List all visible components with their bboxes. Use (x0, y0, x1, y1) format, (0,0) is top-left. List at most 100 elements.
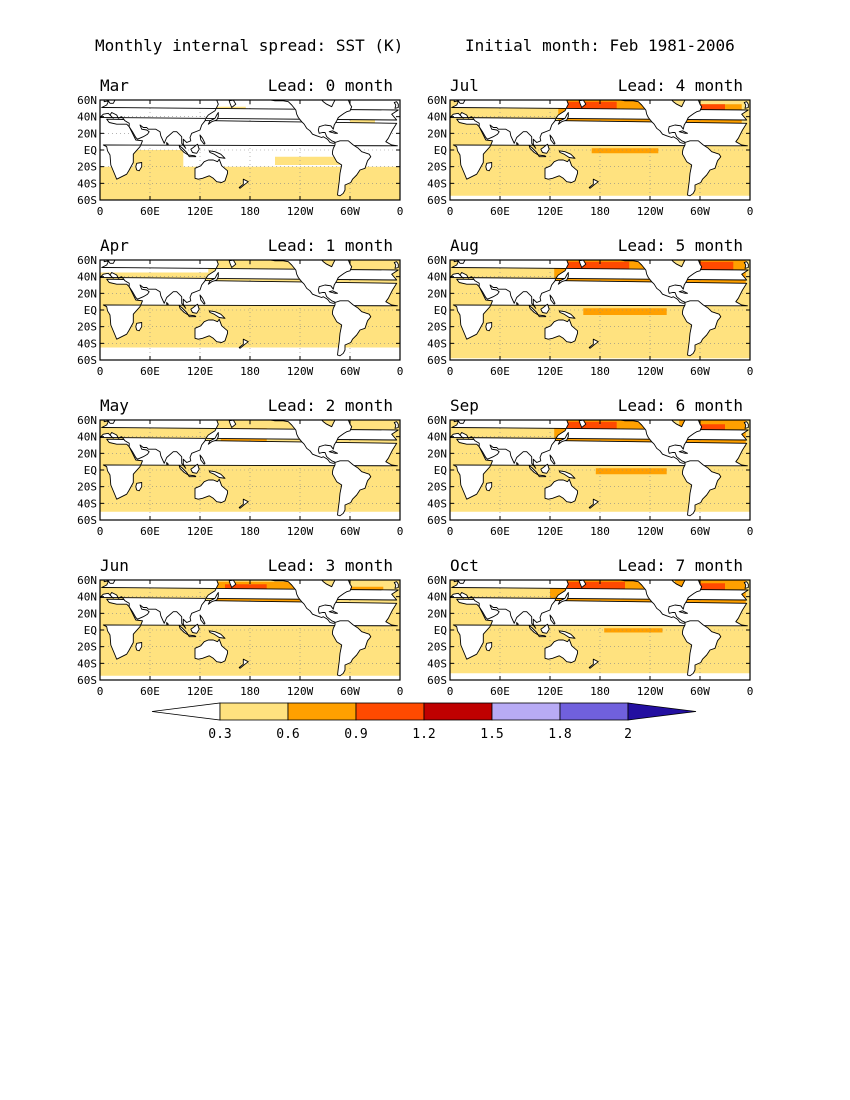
landmass (485, 162, 493, 172)
lat-tick-label: 60S (427, 354, 447, 367)
lon-tick-label: 60E (490, 685, 510, 698)
panel-month: Jun (100, 556, 129, 575)
landmass (187, 474, 197, 478)
lon-tick-label: 60W (690, 365, 710, 378)
lon-tick-label: 60W (340, 365, 360, 378)
landmass (537, 634, 547, 638)
landmass (199, 614, 206, 625)
landmass (557, 112, 569, 125)
lon-tick-label: 120W (637, 205, 664, 218)
landmass (199, 134, 206, 145)
landmass (453, 260, 466, 264)
landmass (103, 420, 116, 424)
lat-tick-label: 40N (427, 591, 447, 604)
lon-tick-label: 0 (747, 525, 754, 538)
lon-tick-label: 0 (747, 685, 754, 698)
lat-tick-label: 40S (77, 657, 97, 670)
colorbar-segment (219, 702, 289, 721)
lon-tick-label: 0 (397, 525, 404, 538)
lat-tick-label: 60N (77, 94, 97, 107)
landmass (588, 498, 599, 509)
shading-region (583, 308, 667, 315)
lon-tick-label: 180 (240, 365, 260, 378)
lat-tick-label: 40S (427, 657, 447, 670)
panel-lead: Lead: 0 month (268, 76, 393, 95)
landmass (135, 482, 143, 492)
lon-tick-label: 60E (140, 365, 160, 378)
landmass (194, 638, 228, 663)
panel-lead: Lead: 2 month (268, 396, 393, 415)
landmass (485, 642, 493, 652)
landmass (166, 462, 169, 466)
lat-tick-label: 20N (427, 607, 447, 620)
landmass (238, 178, 249, 189)
landmass (207, 592, 219, 605)
landmass (166, 142, 169, 146)
lat-tick-label: 60S (77, 674, 97, 687)
landmass (743, 421, 749, 429)
figure-title: Monthly internal spread: SST (K) (95, 36, 403, 55)
landmass (103, 580, 116, 584)
landmass (549, 614, 556, 625)
lon-tick-label: 180 (590, 525, 610, 538)
lon-tick-label: 60E (140, 525, 160, 538)
landmass (453, 420, 466, 424)
landmass (516, 142, 519, 146)
landmass (187, 154, 197, 158)
lat-tick-label: 40S (427, 497, 447, 510)
landmass (743, 101, 749, 109)
landmass (103, 260, 116, 264)
landmass (208, 470, 226, 479)
landmass (199, 454, 206, 465)
landmass (332, 620, 372, 677)
lon-tick-label: 180 (240, 525, 260, 538)
lon-tick-label: 120W (287, 685, 314, 698)
landmass (540, 463, 550, 474)
lat-tick-label: EQ (84, 464, 97, 477)
landmass (393, 581, 399, 589)
landmass (190, 623, 200, 634)
landmass (453, 580, 466, 584)
lat-tick-label: EQ (434, 304, 447, 317)
landmass (332, 140, 372, 197)
landmass (731, 95, 739, 97)
landmass (558, 310, 576, 319)
lon-tick-label: 120W (287, 525, 314, 538)
landmass (194, 318, 228, 343)
lon-tick-label: 0 (397, 685, 404, 698)
lon-tick-label: 0 (97, 205, 104, 218)
lat-tick-label: 20N (427, 127, 447, 140)
panel-lead: Lead: 5 month (618, 236, 743, 255)
lat-tick-label: 20N (77, 127, 97, 140)
landmass (588, 658, 599, 669)
panel-month: Sep (450, 396, 479, 415)
landmass (731, 255, 739, 257)
lat-tick-label: 40S (427, 337, 447, 350)
landmass (678, 610, 688, 614)
lat-tick-label: 20S (77, 481, 97, 494)
lat-tick-label: EQ (434, 144, 447, 157)
lat-tick-label: EQ (84, 624, 97, 637)
lat-tick-label: 60N (427, 94, 447, 107)
lat-tick-label: 20N (77, 607, 97, 620)
lat-tick-label: 40N (77, 111, 97, 124)
lon-tick-label: 0 (447, 365, 454, 378)
shading-region (700, 583, 725, 590)
lat-tick-label: 20S (77, 321, 97, 334)
lon-tick-label: 120W (287, 365, 314, 378)
landmass (238, 658, 249, 669)
initial-month: Initial month: Feb 1981-2006 (465, 36, 735, 55)
landmass (393, 261, 399, 269)
colorbar-tick-label: 1.8 (548, 727, 571, 742)
lon-tick-label: 60E (490, 365, 510, 378)
landmass (682, 460, 722, 517)
lon-tick-label: 120E (537, 365, 564, 378)
lat-tick-label: 20S (77, 641, 97, 654)
colorbar-segment (491, 702, 561, 721)
landmass (207, 272, 219, 285)
lon-tick-label: 0 (97, 365, 104, 378)
landmass (393, 421, 399, 429)
